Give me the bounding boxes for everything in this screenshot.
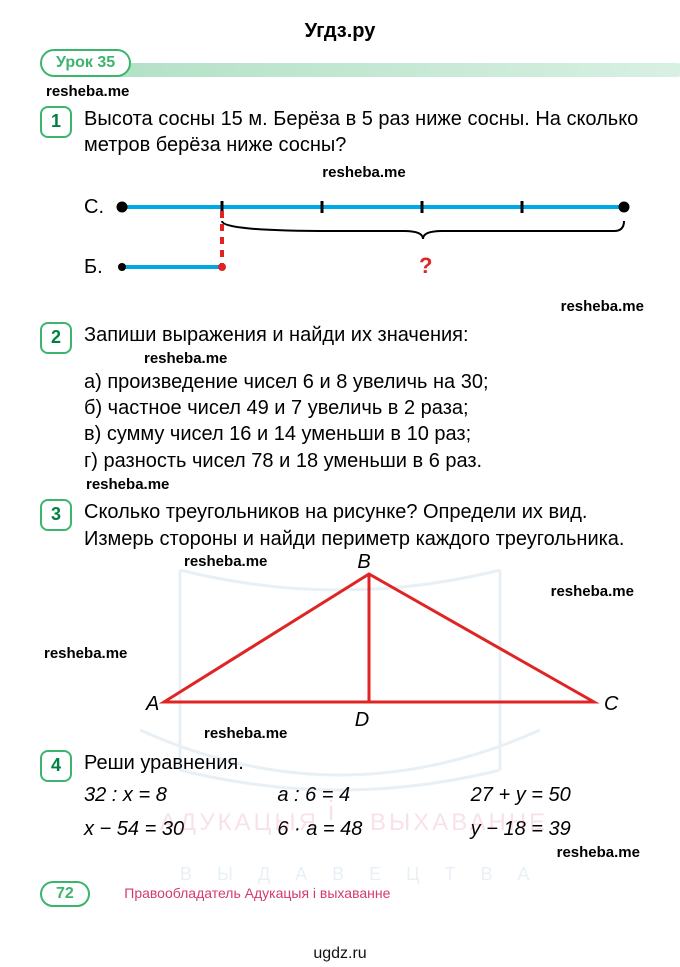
task-4-number: 4: [40, 750, 72, 782]
task-2: 2 Запиши выражения и найди их значения: …: [40, 322, 640, 474]
task-3: 3 Сколько треугольников на рисунке? Опре…: [40, 499, 640, 744]
vertex-b: B: [357, 554, 370, 573]
lesson-bar: Урок 35: [40, 49, 640, 79]
footer-site: ugdz.ru: [40, 945, 640, 963]
bg-up-text: ВЫХАВАННЕ: [370, 809, 548, 836]
lesson-pill: Урок 35: [40, 49, 131, 77]
task-2-lead: Запиши выражения и найди их значения:: [84, 324, 469, 346]
bg-i-text: і: [328, 795, 334, 826]
task-3-triangle: B A C D: [84, 554, 644, 729]
watermark: resheba.me: [144, 349, 640, 369]
task-2-item-d: г) разность чисел 78 и 18 уменьши в 6 ра…: [84, 448, 640, 474]
vertex-a: A: [145, 693, 159, 715]
watermark: resheba.me: [46, 83, 640, 100]
task-2-item-a: а) произведение чисел 6 и 8 увеличь на 3…: [84, 369, 640, 395]
task-2-item-b: б) частное чисел 49 и 7 увеличь в 2 раза…: [84, 395, 640, 421]
task-1: 1 Высота сосны 15 м. Берёза в 5 раз ниже…: [40, 106, 640, 316]
vertex-c: C: [604, 693, 619, 715]
task-1-number: 1: [40, 106, 72, 138]
site-header: Угдз.ру: [40, 20, 640, 43]
page-number: 72: [40, 881, 90, 907]
diagram-label-b: Б.: [84, 256, 103, 278]
watermark: resheba.me: [44, 644, 127, 664]
vertex-d: D: [355, 709, 369, 729]
watermark: resheba.me: [86, 476, 640, 493]
task-2-number: 2: [40, 322, 72, 354]
watermark: resheba.me: [184, 552, 267, 572]
bg-edu-text: АДУКАЦЫЯ: [160, 809, 319, 836]
task-2-item-c: в) сумму чисел 16 и 14 уменьши в 10 раз;: [84, 421, 640, 447]
diagram-label-s: С.: [84, 196, 104, 218]
diagram-question: ?: [419, 253, 432, 278]
watermark: resheba.me: [84, 163, 644, 183]
bg-pub-text: В Ы Д А В Е Ц Т В А: [180, 864, 539, 884]
watermark: resheba.me: [84, 297, 644, 317]
watermark: resheba.me: [551, 582, 634, 602]
lesson-rule: [90, 63, 680, 77]
task-1-diagram: С. Б.: [84, 187, 644, 297]
task-3-text: Сколько треугольников на рисунке? Опреде…: [84, 501, 624, 549]
task-1-text: Высота сосны 15 м. Берёза в 5 раз ниже с…: [84, 108, 638, 156]
task-3-number: 3: [40, 499, 72, 531]
